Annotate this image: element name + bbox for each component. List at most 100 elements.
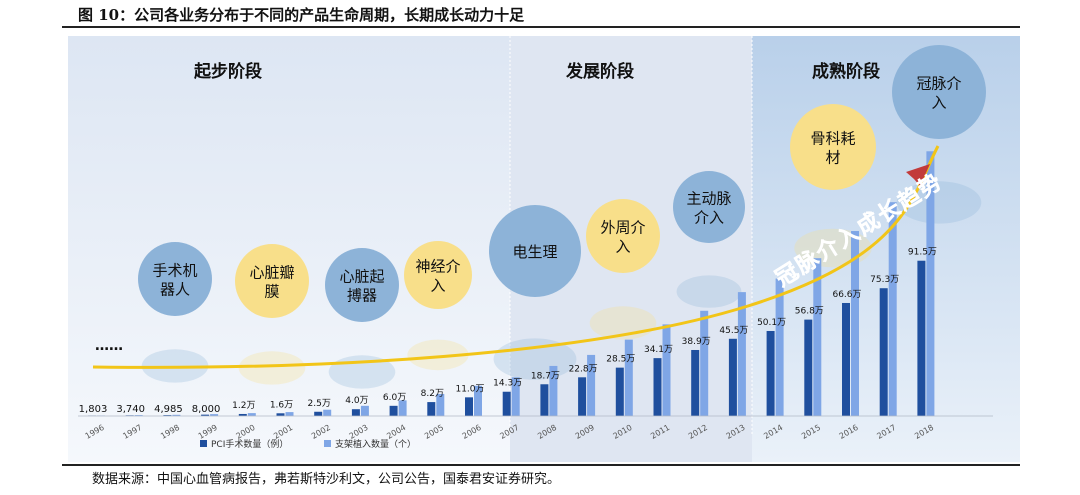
bar-pci-2005 <box>427 402 436 416</box>
bar-stent-2002 <box>323 409 332 416</box>
bar-pci-2006 <box>465 397 473 416</box>
bar-pci-2015 <box>804 319 813 416</box>
bubble-5: 电生理 <box>489 205 581 297</box>
bar-stent-2007 <box>511 377 520 416</box>
data-label-2006: 11.0万 <box>455 384 484 394</box>
bubble-circle <box>235 244 309 318</box>
bar-stent-2009 <box>587 354 596 416</box>
bar-stent-2018 <box>926 151 935 416</box>
bar-pci-2016 <box>842 302 850 416</box>
bar-pci-2003 <box>351 409 360 416</box>
data-label-2004: 6.0万 <box>383 393 406 403</box>
source-rule <box>62 464 1020 466</box>
bubble-label-line: 介入 <box>694 209 724 227</box>
bar-pci-2000 <box>238 413 247 416</box>
data-label-2013: 45.5万 <box>719 326 748 336</box>
stage-title: 起步阶段 <box>193 61 262 82</box>
bubble-circle <box>673 171 745 243</box>
data-label-2001: 1.6万 <box>270 400 293 410</box>
bar-pci-2012 <box>691 349 700 416</box>
bar-pci-2011 <box>653 358 662 416</box>
bubble-label-line: 入 <box>931 94 946 112</box>
bubble-label-line: 主动脉 <box>686 190 731 208</box>
bar-stent-2010 <box>624 339 633 416</box>
bar-stent-1998 <box>172 414 181 416</box>
bubble-label-line: 电生理 <box>512 243 557 261</box>
data-label-2015: 56.8万 <box>795 307 824 317</box>
bar-stent-2016 <box>851 231 859 416</box>
data-label-2018: 91.5万 <box>908 248 937 258</box>
bubble-label-line: 器人 <box>160 281 190 299</box>
data-label-2011: 34.1万 <box>644 345 673 355</box>
figure-title: 图 10：公司各业务分布于不同的产品生命周期，长期成长动力十足 <box>78 6 525 24</box>
bubble-label-line: 手术机 <box>152 262 197 280</box>
legend-swatch-pci <box>200 440 207 447</box>
bar-pci-2008 <box>540 384 549 416</box>
legend-swatch-stent <box>324 440 331 447</box>
bar-stent-2017 <box>888 202 897 416</box>
bar-stent-1997 <box>134 415 143 416</box>
bubble-label-line: 心脏瓣 <box>249 264 294 282</box>
bar-pci-2018 <box>917 260 926 416</box>
bubble-reflection <box>238 351 306 385</box>
data-label-1999: 8,000 <box>192 404 221 415</box>
bubble-circle <box>325 248 399 322</box>
title-rule <box>62 26 1020 28</box>
bar-pci-2002 <box>314 411 323 416</box>
bubble-label-line: 材 <box>825 149 840 167</box>
bubble-reflection <box>407 339 469 371</box>
data-label-2012: 38.9万 <box>682 337 711 347</box>
data-label-2007: 14.3万 <box>493 379 522 389</box>
bubble-reflection <box>676 275 742 308</box>
bar-stent-2014 <box>775 278 784 416</box>
bar-stent-2015 <box>813 258 822 416</box>
data-label-1996: 1,803 <box>79 404 108 415</box>
bubble-9: 冠脉介入 <box>892 45 986 139</box>
bar-stent-2001 <box>285 412 294 416</box>
bar-stent-2005 <box>436 393 445 416</box>
bubble-circle <box>489 205 581 297</box>
bubble-label-line: 心脏起 <box>339 268 384 286</box>
stage-title: 发展阶段 <box>565 61 634 82</box>
bubble-circle <box>404 241 472 309</box>
bubble-circle <box>790 104 876 190</box>
bar-pci-2017 <box>879 288 888 416</box>
source-note: 数据来源：中国心血管病报告，弗若斯特沙利文，公司公告，国泰君安证券研究。 <box>92 472 561 487</box>
bubble-label-line: 骨科耗 <box>810 130 855 148</box>
bubble-label-line: 外周介 <box>600 219 645 237</box>
data-label-1997: 3,740 <box>116 404 145 415</box>
bar-pci-2007 <box>502 391 511 416</box>
bar-pci-2001 <box>276 413 285 416</box>
data-label-2010: 28.5万 <box>606 355 635 365</box>
stage-title: 成熟阶段 <box>812 61 880 82</box>
bar-pci-2014 <box>766 330 775 416</box>
data-label-2017: 75.3万 <box>870 275 899 285</box>
data-label-2016: 66.6万 <box>832 290 861 300</box>
bar-pci-1998 <box>163 415 172 416</box>
bar-stent-2011 <box>662 324 671 416</box>
bar-stent-2006 <box>474 385 482 416</box>
bubble-label-line: 入 <box>615 238 630 256</box>
trend-arrow <box>803 164 930 278</box>
data-label-2009: 22.8万 <box>569 364 598 374</box>
bubble-label-line: 搏器 <box>347 287 377 305</box>
data-label-1998: 4,985 <box>154 404 183 415</box>
bubble-label-line: 神经介 <box>415 258 460 276</box>
bar-stent-2008 <box>549 365 558 416</box>
ellipsis-marker: …… <box>95 338 123 354</box>
data-label-2002: 2.5万 <box>308 399 331 409</box>
data-label-2014: 50.1万 <box>757 318 786 328</box>
bar-pci-2010 <box>615 367 624 416</box>
bar-stent-2003 <box>360 405 369 416</box>
bar-pci-2004 <box>389 405 398 416</box>
legend-label-pci: PCI手术数量（例） <box>211 438 288 450</box>
data-label-2008: 18.7万 <box>531 371 560 381</box>
bar-stent-2004 <box>398 400 407 416</box>
